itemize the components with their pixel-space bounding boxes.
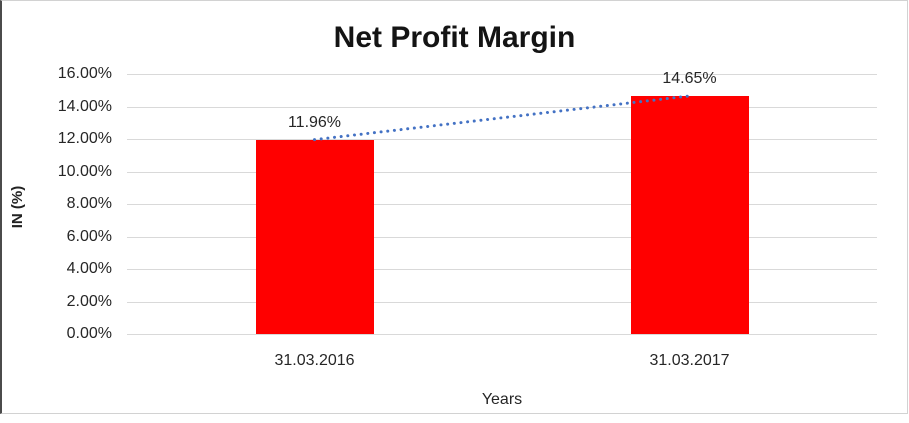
bar-data-label: 14.65% <box>662 69 717 87</box>
plot-area: 11.96% 14.65% <box>127 70 877 335</box>
gridline <box>127 236 877 238</box>
bar-data-label: 11.96% <box>287 113 342 131</box>
bar <box>255 139 374 334</box>
gridline <box>127 269 877 270</box>
gridline <box>127 171 877 173</box>
gridline <box>127 74 877 75</box>
gridline <box>127 204 877 205</box>
gridline <box>127 139 877 140</box>
gridline <box>127 334 877 335</box>
y-tick-label: 16.00% <box>57 65 112 82</box>
y-tick-label: 12.00% <box>57 130 112 147</box>
x-tick-label: 31.03.2016 <box>274 352 355 369</box>
gridline <box>127 301 877 303</box>
y-tick-label: 8.00% <box>66 195 112 212</box>
chart-frame: Net Profit Margin IN (%) 11.96% 14.65% 16… <box>0 0 908 414</box>
y-tick-label: 0.00% <box>66 325 112 342</box>
bar <box>630 95 749 334</box>
chart-title: Net Profit Margin <box>333 21 576 54</box>
x-tick-label: 31.03.2017 <box>649 352 730 369</box>
y-tick-label: 2.00% <box>66 292 112 310</box>
y-tick-label: 10.00% <box>57 162 112 180</box>
y-tick-label: 4.00% <box>66 260 112 277</box>
trendline <box>313 94 691 142</box>
y-tick-label: 14.00% <box>57 97 112 115</box>
gridline <box>127 106 877 108</box>
x-axis-title: Years <box>481 391 523 408</box>
y-tick-label: 6.00% <box>66 227 112 245</box>
